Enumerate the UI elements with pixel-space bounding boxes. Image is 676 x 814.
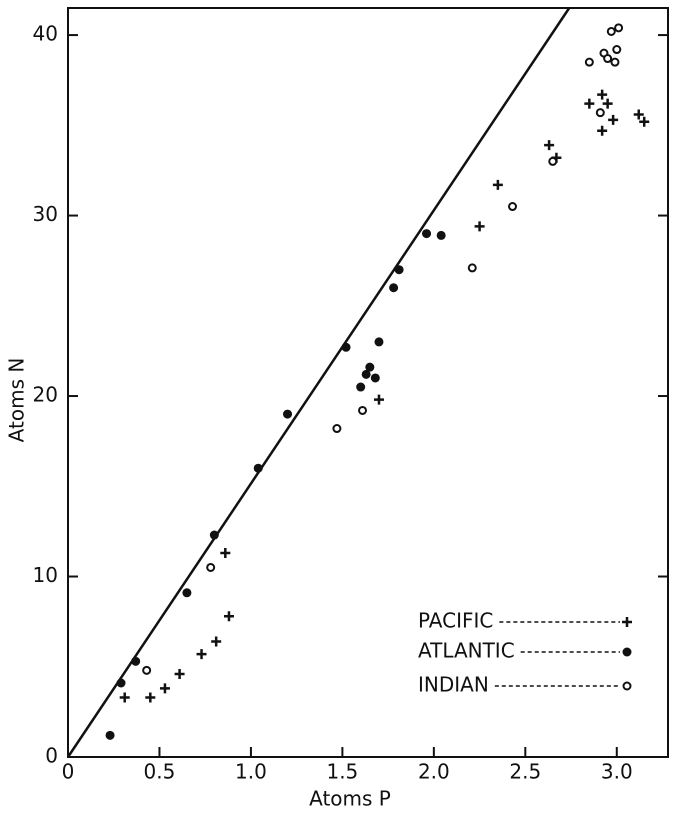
legend-label: PACIFIC	[418, 609, 493, 633]
filled-marker	[622, 647, 632, 657]
filled-marker	[209, 530, 219, 540]
plus-marker	[584, 98, 595, 109]
plus-marker	[211, 636, 222, 647]
plus-marker	[622, 617, 632, 627]
open-marker	[548, 156, 558, 166]
open-marker	[610, 57, 620, 67]
open-marker	[142, 665, 152, 675]
filled-marker	[361, 369, 371, 379]
x-tick-label: 3.0	[601, 760, 633, 784]
plus-marker	[492, 179, 503, 190]
open-marker	[358, 405, 368, 415]
open-marker	[206, 562, 216, 572]
open-marker	[332, 424, 342, 434]
y-tick-label: 20	[33, 383, 58, 407]
open-marker	[606, 26, 616, 36]
plus-marker	[597, 89, 608, 100]
y-tick-label: 40	[33, 22, 58, 46]
open-marker	[467, 263, 477, 273]
filled-marker	[116, 678, 126, 688]
plot-frame	[67, 7, 669, 758]
legend-label: ATLANTIC	[418, 639, 515, 663]
filled-marker	[436, 230, 446, 240]
open-marker	[584, 57, 594, 67]
x-axis-title: Atoms P	[309, 787, 391, 811]
plus-marker	[196, 649, 207, 660]
filled-marker	[394, 265, 404, 275]
x-tick-label: 2.0	[418, 760, 450, 784]
filled-marker	[182, 588, 192, 598]
filled-marker	[374, 337, 384, 347]
plus-marker	[174, 668, 185, 679]
open-marker	[595, 108, 605, 118]
filled-marker	[105, 730, 115, 740]
open-marker	[614, 23, 624, 33]
x-tick-label: 1.0	[235, 760, 267, 784]
plus-marker	[474, 221, 485, 232]
x-tick-label: 0	[62, 760, 75, 784]
legend-label: INDIAN	[418, 673, 489, 697]
plus-marker	[602, 98, 613, 109]
filled-marker	[422, 229, 432, 239]
filled-marker	[131, 656, 141, 666]
y-tick-label: 10	[33, 563, 58, 587]
open-marker	[508, 202, 518, 212]
y-tick-label: 30	[33, 202, 58, 226]
plus-marker	[159, 683, 170, 694]
filled-marker	[283, 409, 293, 419]
filled-marker	[370, 373, 380, 383]
plus-marker	[220, 548, 231, 559]
filled-marker	[253, 463, 263, 473]
plus-marker	[223, 611, 234, 622]
reference-line	[66, 7, 571, 758]
plus-marker	[119, 692, 130, 703]
x-tick-label: 0.5	[144, 760, 176, 784]
plus-marker	[145, 692, 156, 703]
y-tick-label: 0	[45, 744, 58, 768]
plus-marker	[608, 114, 619, 125]
plus-marker	[373, 394, 384, 405]
filled-marker	[389, 283, 399, 293]
x-tick-label: 2.5	[509, 760, 541, 784]
filled-marker	[356, 382, 366, 392]
x-tick-label: 1.5	[326, 760, 358, 784]
open-marker	[622, 681, 632, 691]
y-axis-title: Atoms N	[5, 358, 29, 443]
open-marker	[603, 54, 613, 64]
plus-marker	[639, 116, 650, 127]
plus-marker	[544, 140, 555, 151]
open-marker	[612, 45, 622, 55]
filled-marker	[365, 362, 375, 372]
plus-marker	[597, 125, 608, 136]
plus-marker	[633, 109, 644, 120]
filled-marker	[341, 342, 351, 352]
